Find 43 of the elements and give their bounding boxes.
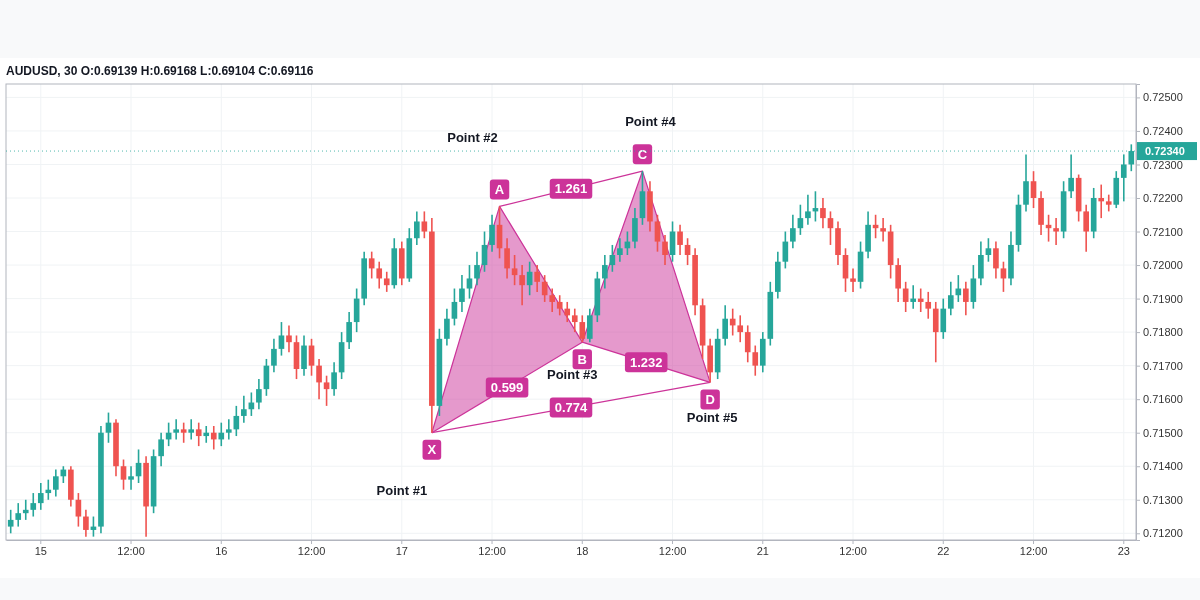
- y-tick-label: 0.71700: [1143, 359, 1183, 372]
- x-tick-label: 23: [1117, 544, 1130, 557]
- annotation: Point #3: [546, 367, 598, 383]
- x-tick-label: 12:00: [1019, 544, 1048, 557]
- data-label: D: [705, 391, 715, 407]
- y-tick-label: 0.72300: [1143, 158, 1183, 171]
- chart-title: AUDUSD, 30 O:0.69139 H:0.69168 L:0.69104 C:0.69116: [6, 64, 314, 78]
- x-tick-label: 21: [756, 544, 769, 557]
- data-label: C: [637, 146, 648, 162]
- y-tick-label: 0.71300: [1143, 493, 1183, 506]
- annotation: 1.232: [629, 354, 663, 370]
- x-tick-label: 16: [215, 544, 228, 557]
- annotation: Point #1: [376, 482, 428, 498]
- y-tick-label: 0.72000: [1143, 259, 1183, 272]
- y-tick-label: 0.71900: [1143, 292, 1183, 305]
- x-tick-label: 12:00: [117, 544, 145, 557]
- data-label: A: [494, 181, 505, 197]
- annotation: Point #4: [625, 114, 677, 130]
- annotation: 0.774: [554, 400, 589, 416]
- annotation: 0.599: [490, 379, 524, 395]
- x-tick-label: 12:00: [478, 544, 506, 557]
- y-tick-label: 0.72400: [1143, 124, 1183, 137]
- y-tick-label: 0.71600: [1143, 393, 1183, 406]
- ref-line-label: 0.72340: [1145, 145, 1185, 158]
- y-tick-label: 0.71500: [1143, 426, 1183, 439]
- x-tick-label: 18: [576, 544, 589, 557]
- x-tick-label: 17: [395, 544, 408, 557]
- data-label: B: [577, 351, 587, 367]
- x-tick-label: 12:00: [658, 544, 687, 557]
- y-tick-label: 0.71200: [1143, 527, 1183, 540]
- annotation: Point #2: [447, 130, 498, 146]
- y-tick-label: 0.72500: [1143, 91, 1183, 104]
- x-tick-label: 12:00: [839, 544, 867, 557]
- annotation: Point #5: [686, 410, 738, 426]
- x-tick-label: 12:00: [297, 544, 326, 557]
- y-tick-label: 0.72100: [1143, 225, 1183, 238]
- data-label: X: [427, 442, 437, 458]
- x-tick-label: 15: [34, 544, 47, 557]
- y-tick-label: 0.71400: [1143, 460, 1183, 473]
- y-tick-label: 0.72200: [1143, 192, 1183, 205]
- y-tick-label: 0.71800: [1143, 326, 1183, 339]
- annotation: 1.261: [554, 181, 588, 197]
- x-tick-label: 22: [937, 544, 950, 557]
